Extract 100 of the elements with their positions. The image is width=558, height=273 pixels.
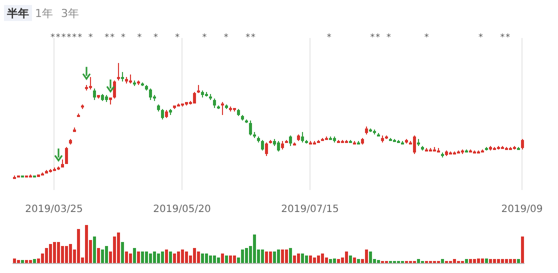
bar xyxy=(485,258,488,263)
bar xyxy=(473,259,476,263)
bar xyxy=(225,255,228,263)
bar xyxy=(345,252,348,263)
bar xyxy=(417,259,420,263)
bar xyxy=(253,234,256,263)
bar xyxy=(497,259,500,263)
bar xyxy=(221,254,224,263)
bar xyxy=(245,248,248,263)
bar xyxy=(117,232,120,263)
bar xyxy=(85,225,88,263)
bar xyxy=(185,252,188,263)
bar xyxy=(481,258,484,263)
bar xyxy=(265,252,268,263)
bar xyxy=(241,250,244,263)
bar xyxy=(121,242,124,263)
bar xyxy=(209,255,212,263)
bar xyxy=(21,260,24,263)
bar xyxy=(501,259,504,263)
bar xyxy=(17,260,20,263)
bar xyxy=(149,254,152,263)
bar xyxy=(113,236,116,263)
candlestick xyxy=(429,148,432,152)
x-tick-label: 2019/05/20 xyxy=(153,204,211,215)
bar xyxy=(97,248,100,263)
bar xyxy=(229,255,232,263)
candlestick xyxy=(13,176,16,179)
bar xyxy=(233,255,236,263)
bar xyxy=(61,246,64,263)
text: 半年 xyxy=(6,7,29,20)
bar xyxy=(93,236,96,263)
bar xyxy=(465,259,468,263)
bar xyxy=(161,252,164,263)
bar xyxy=(105,246,108,263)
bar xyxy=(77,228,80,263)
bar xyxy=(69,244,72,263)
bar xyxy=(45,248,48,263)
bar xyxy=(333,258,336,263)
bar xyxy=(313,257,316,263)
bar xyxy=(53,242,56,263)
bar xyxy=(321,254,324,263)
bar xyxy=(33,259,36,263)
bar xyxy=(369,252,372,263)
text: ****** * ** * * * * * * ** * ** * * * ** xyxy=(50,33,511,43)
bar xyxy=(317,255,320,263)
x-tick-label: 2019/07/15 xyxy=(281,204,339,215)
bar xyxy=(281,250,284,263)
bar xyxy=(177,252,180,263)
text: 1年 xyxy=(35,7,53,20)
bar xyxy=(513,259,516,263)
bar xyxy=(169,252,172,263)
bar xyxy=(365,250,368,263)
bar xyxy=(217,257,220,263)
bar xyxy=(297,254,300,263)
bar xyxy=(453,259,456,263)
candlestick xyxy=(353,141,356,144)
candlestick xyxy=(357,141,360,144)
bar xyxy=(197,252,200,263)
bar xyxy=(25,260,28,263)
bar xyxy=(101,250,104,263)
bar xyxy=(509,259,512,263)
bar xyxy=(285,250,288,263)
bar xyxy=(145,252,148,263)
bar xyxy=(13,258,16,263)
bar xyxy=(337,259,340,263)
bar xyxy=(325,257,328,263)
bar xyxy=(469,259,472,263)
x-tick-label: 2019/09 xyxy=(501,204,543,215)
bar xyxy=(125,252,128,263)
bar xyxy=(165,250,168,263)
bar xyxy=(493,259,496,263)
bar xyxy=(349,255,352,263)
bar xyxy=(357,259,360,263)
bar xyxy=(329,259,332,263)
text: 3年 xyxy=(61,7,79,20)
bar xyxy=(289,248,292,263)
bar xyxy=(301,254,304,263)
bar xyxy=(505,259,508,263)
bar xyxy=(261,250,264,263)
bar xyxy=(153,252,156,263)
bar xyxy=(489,259,492,263)
bar xyxy=(353,257,356,263)
bar xyxy=(377,260,380,263)
bar xyxy=(213,255,216,263)
bar xyxy=(441,259,444,263)
bar xyxy=(309,255,312,263)
bar xyxy=(277,250,280,263)
x-tick-label: 2019/03/25 xyxy=(25,204,83,215)
bar xyxy=(201,254,204,263)
bar xyxy=(273,252,276,263)
bar xyxy=(137,252,140,263)
bar xyxy=(29,260,32,263)
bar xyxy=(173,254,176,263)
bar xyxy=(65,246,68,263)
bar xyxy=(269,252,272,263)
bar xyxy=(133,248,136,263)
bar xyxy=(141,252,144,263)
candlestick xyxy=(309,141,312,144)
bar xyxy=(49,244,52,263)
bar xyxy=(477,258,480,263)
